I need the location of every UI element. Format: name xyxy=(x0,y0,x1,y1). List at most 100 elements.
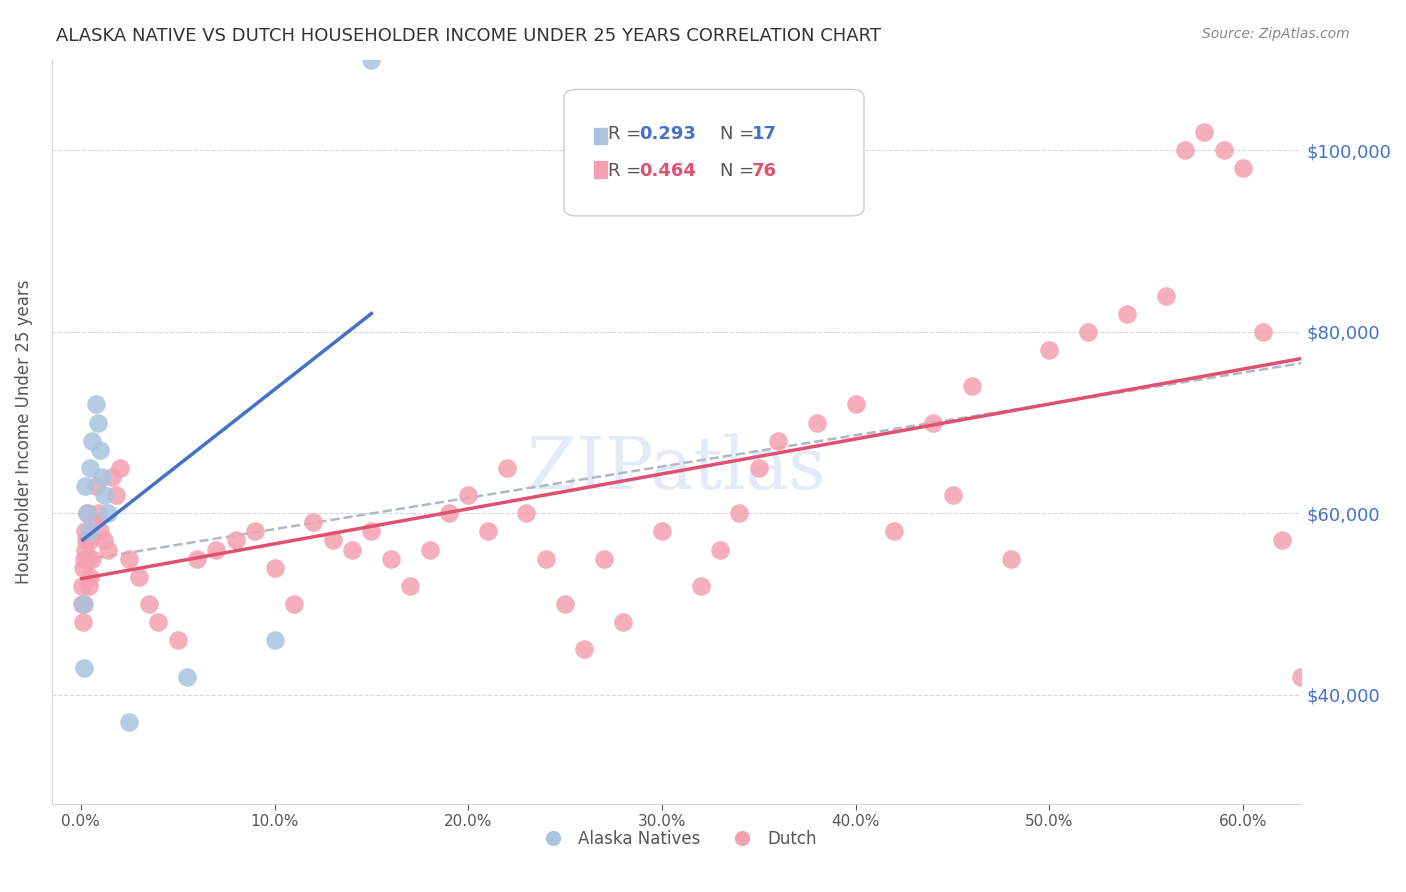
Point xyxy=(845,397,868,411)
Point xyxy=(89,524,111,539)
Point xyxy=(97,506,120,520)
Point xyxy=(87,506,110,520)
FancyBboxPatch shape xyxy=(564,89,863,216)
Point xyxy=(93,533,115,548)
Point xyxy=(79,533,101,548)
Point xyxy=(1154,288,1177,302)
Point xyxy=(1038,343,1060,357)
Point xyxy=(84,397,107,411)
Point xyxy=(89,442,111,457)
Text: 17: 17 xyxy=(751,125,776,143)
Point xyxy=(79,570,101,584)
Point xyxy=(728,506,751,520)
Point xyxy=(84,479,107,493)
Point xyxy=(75,542,97,557)
Point xyxy=(1291,670,1313,684)
Point xyxy=(477,524,499,539)
Point xyxy=(225,533,247,548)
Point xyxy=(689,579,711,593)
Point xyxy=(1116,307,1139,321)
Point xyxy=(166,633,188,648)
Point xyxy=(72,615,94,629)
Point xyxy=(922,416,945,430)
Point xyxy=(82,434,104,448)
Point xyxy=(283,597,305,611)
Text: Source: ZipAtlas.com: Source: ZipAtlas.com xyxy=(1202,27,1350,41)
Point xyxy=(515,506,537,520)
Text: N =: N = xyxy=(720,162,761,180)
Point xyxy=(73,660,96,674)
Point xyxy=(418,542,440,557)
Point xyxy=(93,488,115,502)
Point xyxy=(77,579,100,593)
Point xyxy=(73,551,96,566)
Point xyxy=(380,551,402,566)
Point xyxy=(263,633,285,648)
Point xyxy=(1232,161,1254,176)
Point xyxy=(101,470,124,484)
Point xyxy=(138,597,160,611)
Point xyxy=(176,670,198,684)
Point xyxy=(91,470,114,484)
Point xyxy=(73,597,96,611)
Point xyxy=(128,570,150,584)
Point xyxy=(104,488,127,502)
Point xyxy=(1000,551,1022,566)
Text: 76: 76 xyxy=(751,162,776,180)
Point xyxy=(186,551,208,566)
Point xyxy=(1251,325,1274,339)
Point xyxy=(77,524,100,539)
Point xyxy=(205,542,228,557)
Text: R =: R = xyxy=(607,125,647,143)
Bar xyxy=(593,160,607,178)
Point xyxy=(554,597,576,611)
Point xyxy=(97,542,120,557)
Point xyxy=(360,53,382,67)
Text: 0.464: 0.464 xyxy=(638,162,696,180)
Point xyxy=(1194,125,1216,139)
Point xyxy=(399,579,422,593)
Point xyxy=(263,560,285,574)
Point xyxy=(75,533,97,548)
Point xyxy=(806,416,828,430)
Text: N =: N = xyxy=(720,125,761,143)
Point xyxy=(1077,325,1099,339)
Point xyxy=(340,542,363,557)
Point xyxy=(118,551,141,566)
Point xyxy=(79,461,101,475)
Text: ALASKA NATIVE VS DUTCH HOUSEHOLDER INCOME UNDER 25 YEARS CORRELATION CHART: ALASKA NATIVE VS DUTCH HOUSEHOLDER INCOM… xyxy=(56,27,882,45)
Point xyxy=(1271,533,1294,548)
Point xyxy=(322,533,344,548)
Point xyxy=(960,379,983,393)
Point xyxy=(766,434,789,448)
Point xyxy=(883,524,905,539)
Point xyxy=(76,506,98,520)
Point xyxy=(73,524,96,539)
Point xyxy=(748,461,770,475)
Text: ZIPatlas: ZIPatlas xyxy=(527,434,827,504)
Point xyxy=(612,615,634,629)
Point xyxy=(72,579,94,593)
Point xyxy=(82,551,104,566)
Point xyxy=(496,461,519,475)
Point xyxy=(70,597,93,611)
Point xyxy=(1212,144,1234,158)
Point xyxy=(72,560,94,574)
Text: R =: R = xyxy=(607,162,647,180)
Text: 0.293: 0.293 xyxy=(638,125,696,143)
Point xyxy=(709,542,731,557)
Legend: Alaska Natives, Dutch: Alaska Natives, Dutch xyxy=(530,823,824,855)
Point xyxy=(437,506,460,520)
Point xyxy=(302,516,325,530)
Point xyxy=(941,488,963,502)
Point xyxy=(73,479,96,493)
Point xyxy=(243,524,266,539)
Point xyxy=(83,516,105,530)
Point xyxy=(87,416,110,430)
Y-axis label: Householder Income Under 25 years: Householder Income Under 25 years xyxy=(15,279,32,584)
Point xyxy=(148,615,170,629)
Point xyxy=(76,551,98,566)
Point xyxy=(457,488,479,502)
Point xyxy=(72,597,94,611)
Point xyxy=(592,551,614,566)
